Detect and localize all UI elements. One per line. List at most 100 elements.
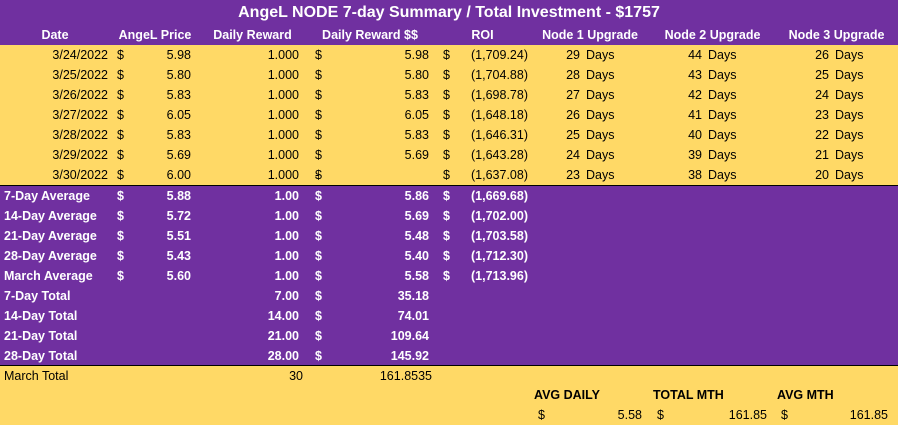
node2-days: 41 bbox=[688, 108, 702, 122]
node2-days: 40 bbox=[688, 128, 702, 142]
node2-days: 43 bbox=[688, 68, 702, 82]
roi-cell: (1,637.08) bbox=[471, 168, 528, 182]
date-cell: 3/29/2022 bbox=[52, 148, 108, 162]
reward-usd-cell: 145.92 bbox=[390, 349, 429, 363]
reward-usd-cell: 5.80 bbox=[404, 68, 429, 82]
days-label: Days bbox=[708, 48, 737, 62]
header-roi: ROI bbox=[471, 28, 494, 42]
node3-days: 21 bbox=[815, 148, 829, 162]
roi-cell: (1,704.88) bbox=[471, 68, 528, 82]
row-label: March Total bbox=[4, 369, 69, 383]
avg-mth-label: AVG MTH bbox=[777, 388, 834, 402]
date-cell: 3/24/2022 bbox=[52, 48, 108, 62]
currency-sign: $ bbox=[117, 68, 124, 82]
days-label: Days bbox=[708, 168, 737, 182]
reward-usd-cell: 109.64 bbox=[390, 329, 429, 343]
daily-row: 3/28/2022 $5.83 1.000 $5.83 $ (1,646.31) 25 Day… bbox=[0, 125, 898, 145]
total-row: 14-Day Total 14.00 $74.01 bbox=[0, 306, 898, 326]
reward-usd-cell: 5.40 bbox=[404, 249, 429, 263]
reward-cell: 1.00 bbox=[274, 249, 299, 263]
average-row: 14-Day Average $5.72 1.00 $5.69 $ (1,702.00) bbox=[0, 206, 898, 226]
average-row: 21-Day Average $5.51 1.00 $5.48 $ (1,703.58) bbox=[0, 226, 898, 246]
days-label: Days bbox=[835, 68, 864, 82]
reward-usd-cell: 161.8535 bbox=[379, 369, 432, 383]
date-cell: 3/27/2022 bbox=[52, 108, 108, 122]
reward-cell: 1.000 bbox=[267, 128, 299, 142]
currency-sign: $ bbox=[117, 128, 124, 142]
price-cell: 5.83 bbox=[166, 128, 191, 142]
total-row: 28-Day Total 28.00 $145.92 bbox=[0, 346, 898, 366]
roi-cell: (1,648.18) bbox=[471, 108, 528, 122]
reward-usd-cell: 6.05 bbox=[404, 108, 429, 122]
reward-cell: 1.00 bbox=[274, 189, 299, 203]
currency-sign: $ bbox=[443, 68, 450, 82]
reward-cell: 1.00 bbox=[274, 229, 299, 243]
node1-days: 24 bbox=[566, 148, 580, 162]
node1-days: 25 bbox=[566, 128, 580, 142]
node3-days: 23 bbox=[815, 108, 829, 122]
currency-sign: $ bbox=[117, 189, 124, 203]
price-cell: 6.00 bbox=[166, 168, 191, 182]
header-reward-usd: Daily Reward $$ bbox=[322, 28, 418, 42]
currency-sign: $ bbox=[315, 229, 322, 243]
currency-sign: $ bbox=[315, 148, 322, 162]
date-cell: 3/28/2022 bbox=[52, 128, 108, 142]
node1-days: 23 bbox=[566, 168, 580, 182]
days-label: Days bbox=[835, 48, 864, 62]
currency-sign: $ bbox=[117, 108, 124, 122]
price-cell: 5.83 bbox=[166, 88, 191, 102]
node1-days: 28 bbox=[566, 68, 580, 82]
node2-days: 39 bbox=[688, 148, 702, 162]
price-cell: 5.69 bbox=[166, 148, 191, 162]
summary-header-row: AVG DAILY TOTAL MTH AVG MTH bbox=[0, 385, 898, 405]
daily-row: 3/29/2022 $5.69 1.000 $5.69 $ (1,643.28) 24 Day… bbox=[0, 145, 898, 165]
days-label: Days bbox=[708, 108, 737, 122]
currency-sign: $ bbox=[443, 48, 450, 62]
reward-usd-cell: 5.69 bbox=[404, 148, 429, 162]
currency-sign: $ bbox=[315, 269, 322, 283]
reward-usd-cell: 5.83 bbox=[404, 128, 429, 142]
date-cell: 3/25/2022 bbox=[52, 68, 108, 82]
node2-days: 44 bbox=[688, 48, 702, 62]
reward-cell: 14.00 bbox=[267, 309, 299, 323]
currency-sign: $ bbox=[315, 128, 322, 142]
reward-usd-cell: 5.58 bbox=[404, 269, 429, 283]
reward-cell: 1.000 bbox=[267, 108, 299, 122]
currency-sign: $ bbox=[657, 408, 664, 422]
currency-sign: $ bbox=[315, 209, 322, 223]
roi-cell: (1,709.24) bbox=[471, 48, 528, 62]
days-label: Days bbox=[586, 88, 615, 102]
daily-row: 3/24/2022 $5.98 1.000 $5.98 $ (1,709.24) 29 Day… bbox=[0, 45, 898, 65]
divider-line bbox=[0, 185, 898, 186]
currency-sign: $ bbox=[443, 209, 450, 223]
days-label: Days bbox=[708, 128, 737, 142]
days-label: Days bbox=[835, 128, 864, 142]
price-cell: 6.05 bbox=[166, 108, 191, 122]
reward-cell: 1.00 bbox=[274, 209, 299, 223]
currency-sign: $ bbox=[315, 68, 322, 82]
roi-cell: (1,703.58) bbox=[471, 229, 528, 243]
node1-days: 27 bbox=[566, 88, 580, 102]
days-label: Days bbox=[708, 88, 737, 102]
reward-cell: 28.00 bbox=[267, 349, 299, 363]
reward-usd-cell: 5.48 bbox=[404, 229, 429, 243]
days-label: Days bbox=[835, 108, 864, 122]
reward-usd-cell: 5.98 bbox=[404, 48, 429, 62]
reward-usd-cell: - bbox=[315, 168, 320, 182]
reward-cell: 1.000 bbox=[267, 148, 299, 162]
header-price: AngeL Price bbox=[118, 28, 192, 42]
currency-sign: $ bbox=[443, 168, 450, 182]
currency-sign: $ bbox=[315, 88, 322, 102]
node1-days: 29 bbox=[566, 48, 580, 62]
node1-days: 26 bbox=[566, 108, 580, 122]
currency-sign: $ bbox=[538, 408, 545, 422]
avg-daily-label: AVG DAILY bbox=[534, 388, 600, 402]
average-row: 7-Day Average $5.88 1.00 $5.86 $ (1,669.68) bbox=[0, 186, 898, 206]
row-label: 21-Day Total bbox=[4, 329, 78, 343]
reward-cell: 21.00 bbox=[267, 329, 299, 343]
currency-sign: $ bbox=[117, 209, 124, 223]
reward-cell: 1.000 bbox=[267, 48, 299, 62]
node2-days: 38 bbox=[688, 168, 702, 182]
node3-days: 22 bbox=[815, 128, 829, 142]
reward-cell: 1.000 bbox=[267, 168, 299, 182]
